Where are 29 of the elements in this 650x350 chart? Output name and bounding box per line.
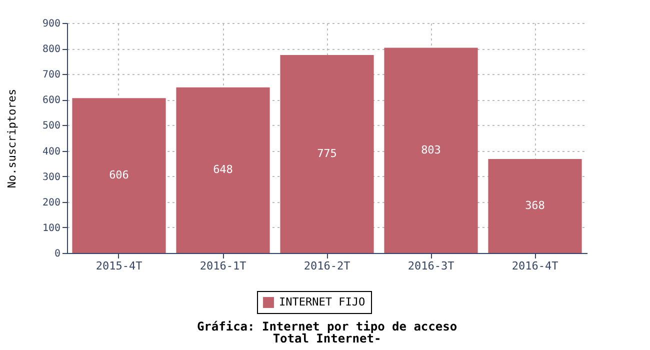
data-label: 368 bbox=[525, 198, 545, 212]
y-tick-label: 400 bbox=[42, 146, 60, 158]
data-label: 775 bbox=[317, 146, 337, 160]
data-label: 648 bbox=[213, 163, 233, 176]
x-tick-label: 2016-1T bbox=[200, 260, 247, 272]
bar bbox=[176, 87, 270, 253]
y-tick-label: 200 bbox=[42, 197, 60, 208]
y-tick-label: 100 bbox=[42, 222, 60, 234]
data-label: 803 bbox=[421, 143, 441, 156]
x-tick-label: 2016-2T bbox=[304, 260, 351, 272]
y-tick-label: 700 bbox=[42, 70, 60, 81]
y-tick-label: 600 bbox=[42, 95, 60, 106]
text: Gráfica: Internet por tipo de acceso bbox=[196, 320, 458, 334]
x-tick-label: 2016-4T bbox=[512, 260, 559, 272]
y-tick-label: 500 bbox=[42, 120, 60, 132]
data-label: 606 bbox=[109, 168, 129, 182]
y-tick-label: 300 bbox=[42, 172, 60, 183]
bar bbox=[72, 98, 166, 253]
bar bbox=[384, 48, 478, 253]
text: Total Internet- bbox=[272, 332, 382, 346]
x-tick-label: 2016-3T bbox=[408, 260, 455, 272]
y-tick-label: 900 bbox=[42, 18, 60, 30]
bar bbox=[488, 158, 582, 253]
legend-label: INTERNET FIJO bbox=[279, 296, 366, 308]
y-axis-title: No.suscriptores bbox=[5, 88, 18, 188]
bar bbox=[280, 54, 374, 253]
x-tick-label: 2015-4T bbox=[96, 260, 143, 272]
y-tick-label: 0 bbox=[54, 248, 60, 260]
y-tick-label: 800 bbox=[42, 44, 60, 56]
